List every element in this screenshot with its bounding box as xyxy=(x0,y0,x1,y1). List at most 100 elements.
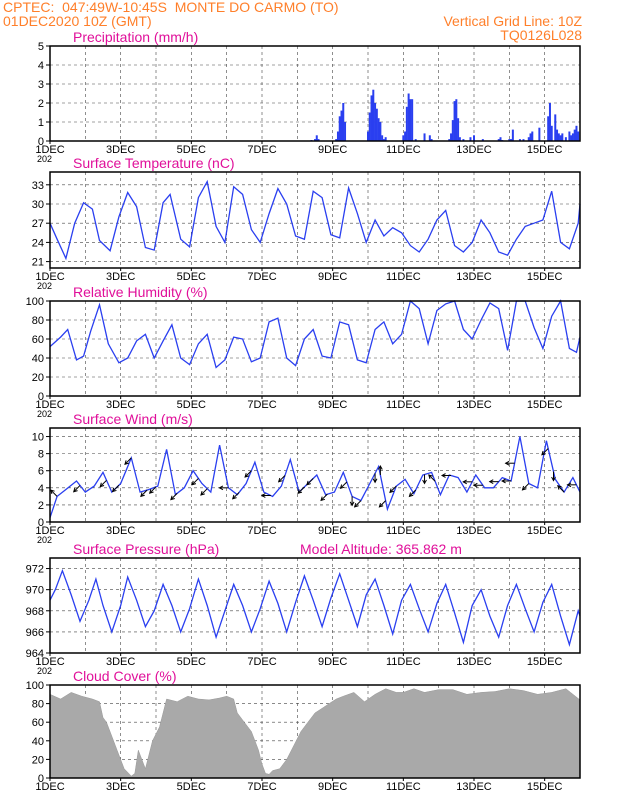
wind-vector-head xyxy=(378,502,384,508)
wind-xtick-label: 13DEC xyxy=(456,525,492,537)
precip-bar xyxy=(571,133,574,141)
wind-vector-head xyxy=(428,474,433,480)
wind-vector-head xyxy=(501,478,506,484)
wind-vector xyxy=(99,479,107,487)
wind-vector xyxy=(124,457,132,465)
precip-bar xyxy=(453,101,456,141)
precip-bar xyxy=(510,139,513,141)
wind-vector-head xyxy=(50,489,55,495)
humidity-frame xyxy=(49,300,581,397)
chart-header: CPTEC: 047:49W-10:45S MONTE DO CARMO (TO… xyxy=(0,0,618,44)
precip-bar xyxy=(314,139,316,141)
pressure-ytick-label: 970 xyxy=(26,585,44,597)
temperature-xtick-label: 13DEC xyxy=(456,271,492,283)
precip-bar xyxy=(381,135,384,141)
cloud-xtick-label: 15DEC xyxy=(527,781,563,793)
precip-bar xyxy=(529,133,532,141)
wind-ytick-label: 8 xyxy=(38,449,44,461)
humidity-ytick-label: 100 xyxy=(26,296,44,308)
wind-vector-head xyxy=(372,478,378,484)
precip-bar xyxy=(455,99,458,141)
precip-bar xyxy=(462,139,465,141)
precip-bar xyxy=(368,112,371,141)
humidity-ytick-label: 20 xyxy=(32,372,44,384)
wind-ytick-label: 2 xyxy=(38,500,44,512)
wind-vector xyxy=(191,478,199,486)
precip-bar xyxy=(547,116,550,141)
precip-bar xyxy=(577,131,580,141)
precip-bar xyxy=(564,137,567,141)
pressure-ytick-label: 972 xyxy=(26,564,44,576)
precip-bar xyxy=(315,135,318,141)
precip-bar xyxy=(561,133,564,141)
pressure-year-fragment: 202 xyxy=(37,666,52,676)
wind-ytick-label: 4 xyxy=(38,483,44,495)
humidity-series-line xyxy=(49,299,581,369)
run-datetime: 01DEC2020 10Z (GMT) xyxy=(3,13,152,29)
precip-bar xyxy=(372,89,375,141)
humidity-ytick-label: 40 xyxy=(32,353,44,365)
precipitation-xtick-label: 9DEC xyxy=(318,144,347,156)
vertical-grid-note: Vertical Grid Line: 10Z xyxy=(443,13,582,29)
temperature-series-line xyxy=(49,179,581,261)
cloud-cover-area xyxy=(49,688,581,779)
wind-vector xyxy=(354,500,362,508)
precip-bar xyxy=(508,139,511,141)
humidity-xtick-label: 13DEC xyxy=(456,399,492,411)
precip-bar xyxy=(405,106,408,141)
cloud-ytick-label: 60 xyxy=(32,717,44,729)
precip-bar xyxy=(404,131,407,141)
wind-vector xyxy=(232,492,240,500)
humidity-ytick-label: 80 xyxy=(32,315,44,327)
precip-bar xyxy=(499,137,502,141)
precip-bar xyxy=(570,135,573,141)
humidity-xtick-label: 7DEC xyxy=(247,399,276,411)
wind-vector-head xyxy=(191,480,197,486)
wind-vector xyxy=(320,493,328,501)
precipitation-xtick-label: 13DEC xyxy=(456,144,492,156)
cloud-xtick-label: 3DEC xyxy=(106,781,135,793)
precip-bar xyxy=(481,139,484,141)
pressure-frame xyxy=(49,557,581,654)
precip-bar xyxy=(557,133,560,141)
precip-bar xyxy=(518,139,521,141)
wind-vector-head xyxy=(260,493,266,498)
pressure-panel-title: Surface Pressure (hPa) xyxy=(73,541,219,557)
wind-vector xyxy=(541,448,549,456)
wind-vector-head xyxy=(488,479,494,485)
precipitation-xtick-label: 7DEC xyxy=(247,144,276,156)
wind-vector-head xyxy=(99,482,105,488)
wind-year-fragment: 202 xyxy=(37,535,52,545)
precip-bar xyxy=(374,103,377,141)
wind-vector xyxy=(522,483,530,491)
precipitation-ytick-label: 0 xyxy=(38,136,44,148)
humidity-panel-title: Relative Humidity (%) xyxy=(73,284,208,300)
wind-xtick-label: 7DEC xyxy=(247,525,276,537)
precip-bar xyxy=(568,131,571,141)
precip-bar xyxy=(451,120,454,141)
wind-vector-head xyxy=(339,484,345,490)
temperature-xtick-label: 11DEC xyxy=(386,271,421,283)
precip-bar xyxy=(375,108,378,141)
wind-xtick-label: 9DEC xyxy=(318,525,347,537)
model-resolution: TQ0126L028 xyxy=(500,27,582,43)
pressure-xtick-label: 3DEC xyxy=(106,656,135,668)
wind-vector-head xyxy=(408,492,414,498)
precip-bar xyxy=(344,122,347,141)
humidity-ytick-label: 60 xyxy=(32,334,44,346)
wind-vector-head xyxy=(124,460,129,465)
precipitation-xtick-label: 1DEC xyxy=(35,144,64,156)
precipitation-ytick-label: 2 xyxy=(38,98,44,110)
precip-bar xyxy=(428,135,431,141)
precipitation-ytick-label: 5 xyxy=(38,41,44,53)
precip-bar xyxy=(548,103,551,141)
cloud-ytick-label: 80 xyxy=(32,699,44,711)
precip-bar xyxy=(556,129,559,141)
temperature-xtick-label: 1DEC xyxy=(35,271,64,283)
precip-bar xyxy=(335,139,338,141)
cloud-ytick-label: 20 xyxy=(32,754,44,766)
precip-bar xyxy=(458,137,461,141)
precipitation-frame xyxy=(49,45,581,142)
wind-vector-head xyxy=(72,487,78,493)
